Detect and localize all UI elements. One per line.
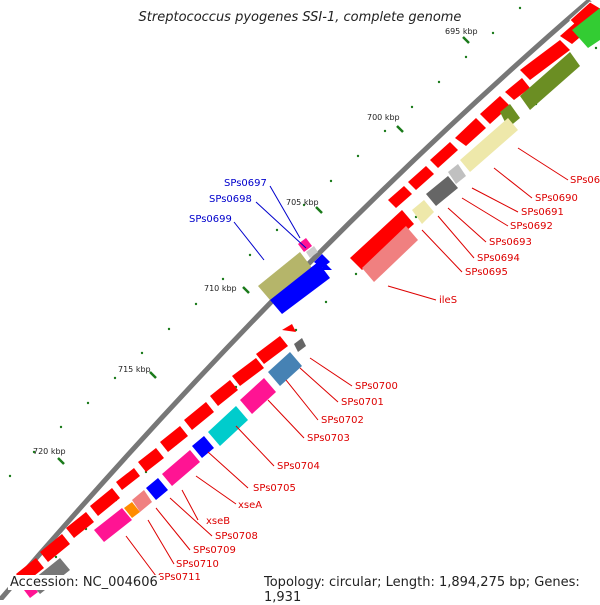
gene-label: SPs0710 (176, 559, 219, 570)
gene-label: SPs0694 (477, 253, 520, 264)
gene-label: xseB (206, 516, 230, 527)
gene-label: SPs0702 (321, 415, 364, 426)
tick-label-715: 715 kbp (118, 365, 151, 374)
tick-label-695: 695 kbp (445, 27, 478, 36)
genome-summary-text: Topology: circular; Length: 1,894,275 bp… (262, 575, 600, 605)
gene-label: SPs0709 (193, 545, 236, 556)
gene-label: SPs0698 (209, 194, 252, 205)
gene-label: SPs0692 (510, 221, 553, 232)
gene-label: SPs0693 (489, 237, 532, 248)
tick-label-720: 720 kbp (33, 447, 66, 456)
gene-label: ileS (439, 295, 457, 306)
gene-track-middle (258, 238, 332, 314)
outer-dot-guide (8, 6, 522, 478)
tick-marks (57, 36, 470, 465)
gene-labels-blue: SPs0697 SPs0698 SPs0699 (189, 178, 267, 225)
tick-label-700: 700 kbp (367, 113, 400, 122)
gene-label: SPs0691 (521, 207, 564, 218)
gene-label: SPs0703 (307, 433, 350, 444)
gene-label: SPs0708 (215, 531, 258, 542)
accession-text: Accession: NC_004606 (8, 575, 160, 590)
gene-label: SPs0689 (570, 175, 600, 186)
gene-label: SPs0700 (355, 381, 398, 392)
gene-label: SPs0695 (465, 267, 508, 278)
gene-label: xseA (238, 500, 262, 511)
leader-lines-blue (233, 185, 307, 261)
leader-lines-red (125, 147, 569, 577)
tick-label-710: 710 kbp (204, 284, 237, 293)
gene-label: SPs0690 (535, 193, 578, 204)
gene-label: SPs0704 (277, 461, 320, 472)
map-title: Streptococcus pyogenes SSI-1, complete g… (138, 10, 462, 25)
tick-label-705: 705 kbp (286, 198, 319, 207)
gene-label: SPs0705 (253, 483, 296, 494)
gene-labels-red: SPs0689 SPs0690 SPs0691 SPs0692 SPs0693 … (158, 175, 600, 583)
gene-label: SPs0701 (341, 397, 384, 408)
gene-track-upper (350, 1, 600, 282)
gene-label: SPs0697 (224, 178, 267, 189)
inner-dot-guide (54, 46, 598, 559)
gene-label: SPs0699 (189, 214, 232, 225)
gene-label: SPs0711 (158, 572, 201, 583)
